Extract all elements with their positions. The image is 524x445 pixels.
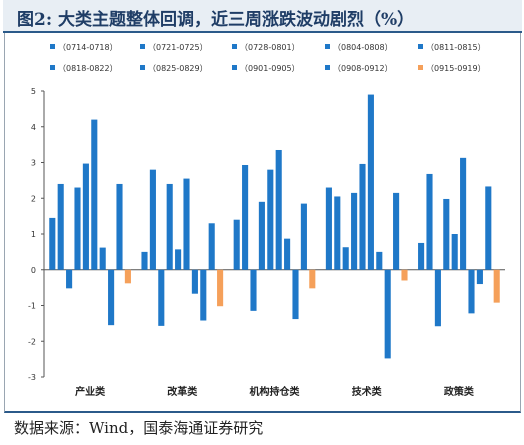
bar-1-2 — [57, 183, 64, 270]
bar-3-5 — [267, 169, 274, 270]
bar-2-1 — [141, 251, 148, 270]
legend-label-8: （0901-0905） — [240, 64, 300, 73]
bar-3-10 — [309, 269, 316, 289]
title-bar: 图2: 大类主题整体回调，近三周涨跌波动剧烈（%） — [3, 0, 522, 33]
legend-label-9: （0908-0912） — [333, 64, 393, 73]
bar-5-10 — [493, 269, 500, 303]
bar-2-10 — [217, 269, 224, 307]
legend-swatch-10 — [418, 65, 423, 70]
axes: -3 -2 -1 0 1 2 3 4 5 — [28, 87, 505, 382]
legend-label-5: （0811-0815） — [426, 43, 486, 52]
legend-swatch-1 — [50, 44, 55, 49]
bar-3-2 — [242, 165, 249, 270]
bar-4-10 — [401, 269, 408, 281]
bar-4-6 — [367, 94, 374, 270]
legend-swatch-9 — [325, 65, 330, 70]
bar-1-10 — [124, 269, 131, 284]
bar-5-2 — [426, 173, 433, 270]
bar-3-8 — [292, 269, 299, 320]
bar-5-7 — [468, 269, 475, 314]
legend-swatch-5 — [418, 44, 423, 49]
legend-swatch-7 — [140, 65, 145, 70]
bar-4-7 — [376, 251, 383, 270]
y-tick-label-1: 1 — [31, 230, 36, 239]
y-tick-label-5: 5 — [31, 87, 36, 96]
bar-2-8 — [200, 269, 207, 321]
y-tick-label-2: 2 — [31, 194, 36, 203]
bar-3-1 — [233, 219, 240, 270]
bar-5-3 — [434, 269, 441, 327]
category-label-1: 产业类 — [75, 385, 105, 398]
bar-3-6 — [275, 149, 282, 270]
bar-2-4 — [166, 183, 173, 270]
bar-3-9 — [300, 203, 307, 270]
bar-4-9 — [393, 192, 400, 270]
bar-1-1 — [49, 217, 56, 270]
category-labels: 产业类 改革类 机构持仓类 技术类 政策类 — [75, 385, 474, 398]
bar-1-8 — [108, 269, 115, 326]
legend-label-6: （0818-0822） — [58, 64, 118, 73]
legend: （0714-0718） （0721-0725） （0728-0801） （0804-0… — [50, 43, 486, 73]
bar-4-4 — [351, 192, 358, 270]
bar-4-5 — [359, 163, 366, 270]
bar-5-8 — [476, 269, 483, 285]
bar-2-5 — [175, 249, 182, 270]
legend-label-1: （0714-0718） — [58, 43, 118, 52]
bar-1-7 — [99, 247, 106, 270]
bar-1-4 — [74, 187, 81, 270]
legend-label-7: （0825-0829） — [148, 64, 208, 73]
bar-2-9 — [208, 223, 215, 270]
bar-3-4 — [258, 201, 265, 270]
chart-title: 图2: 大类主题整体回调，近三周涨跌波动剧烈（%） — [17, 10, 415, 30]
legend-swatch-8 — [232, 65, 237, 70]
category-label-5: 政策类 — [444, 385, 474, 398]
y-tick-label--2: -2 — [28, 337, 36, 346]
y-tick-label-0: 0 — [31, 266, 36, 275]
y-tick-label-4: 4 — [31, 123, 36, 132]
y-tick-label--1: -1 — [28, 302, 36, 311]
bar-5-6 — [460, 157, 467, 270]
bar-3-7 — [284, 238, 291, 270]
bar-1-6 — [91, 119, 98, 270]
bar-3-3 — [250, 269, 257, 311]
category-label-4: 技术类 — [352, 385, 382, 398]
bar-4-3 — [342, 247, 349, 270]
bar-5-9 — [485, 186, 492, 270]
bar-2-3 — [158, 269, 165, 326]
legend-swatch-6 — [50, 65, 55, 70]
legend-swatch-4 — [325, 44, 330, 49]
bar-4-2 — [334, 196, 341, 270]
legend-label-3: （0728-0801） — [240, 43, 300, 52]
bars — [49, 94, 500, 359]
bar-1-5 — [82, 163, 89, 270]
y-tick-label--3: -3 — [28, 373, 36, 382]
legend-label-4: （0804-0808） — [333, 43, 393, 52]
category-label-3: 机构持仓类 — [250, 385, 300, 398]
bar-4-8 — [384, 269, 391, 359]
chart-frame — [4, 33, 521, 413]
legend-swatch-3 — [232, 44, 237, 49]
category-label-2: 改革类 — [167, 385, 197, 398]
bar-1-3 — [66, 269, 73, 289]
legend-label-2: （0721-0725） — [148, 43, 208, 52]
bar-5-1 — [418, 242, 425, 270]
bar-2-2 — [149, 169, 156, 270]
bar-4-1 — [325, 187, 332, 270]
legend-swatch-2 — [140, 44, 145, 49]
bar-2-6 — [183, 178, 190, 270]
bar-2-7 — [191, 269, 198, 294]
bar-5-4 — [443, 198, 450, 270]
bar-1-9 — [116, 183, 123, 270]
legend-label-10: （0915-0919） — [426, 64, 486, 73]
bar-5-5 — [451, 234, 458, 270]
y-tick-label-3: 3 — [31, 159, 36, 168]
source-note: 数据来源：Wind，国泰海通证券研究 — [14, 419, 264, 437]
